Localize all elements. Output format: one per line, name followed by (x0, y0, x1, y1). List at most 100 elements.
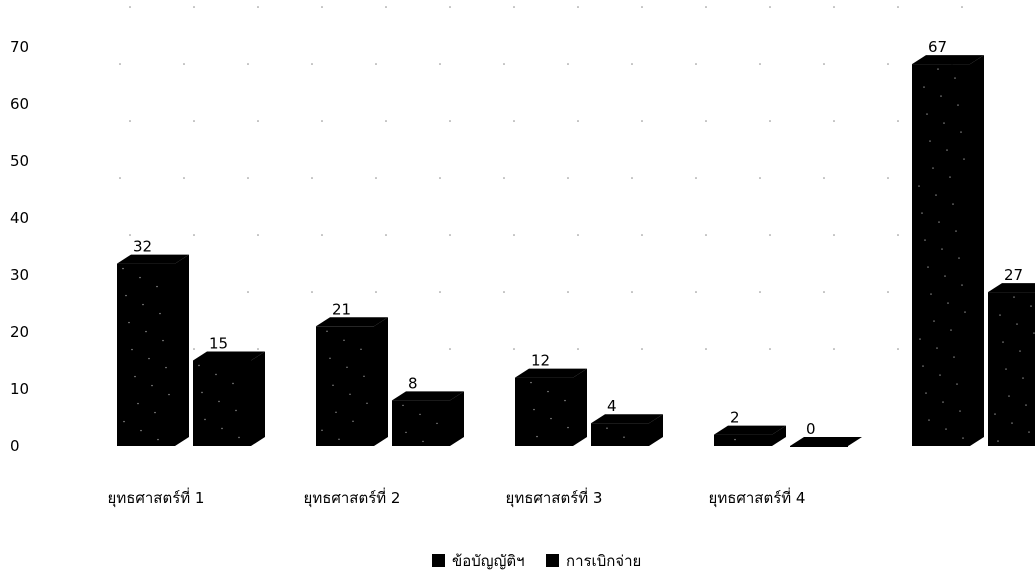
bar-texture-dot (338, 438, 340, 440)
bar-texture-dot (1025, 404, 1027, 406)
bar-texture-dot (1033, 332, 1035, 334)
bar-top-s1-c3 (515, 368, 587, 378)
bar-texture-dot (999, 314, 1001, 316)
bar-texture-dot (131, 348, 133, 351)
grid-dot-1 (193, 348, 195, 350)
x-category-label: ยุทธศาสตร์ที่ 2 (304, 487, 401, 508)
bar-texture-dot (530, 381, 532, 384)
bar-texture-dot (956, 383, 958, 385)
bar-texture-dot (942, 401, 944, 403)
bar-texture-dot (134, 375, 136, 378)
bar-texture-dot (919, 338, 921, 340)
grid-dot-34 (513, 234, 515, 236)
bar-top-s1-c2 (316, 317, 388, 327)
bar-top-s2-c2 (392, 391, 464, 401)
bar-texture-dot (950, 329, 952, 331)
grid-dot-65 (705, 120, 707, 122)
grid-dot-92 (641, 6, 643, 8)
bar-texture-dot (567, 426, 569, 429)
bar-texture-dot (349, 393, 351, 395)
grid-dot-9 (705, 348, 707, 350)
bar-texture-dot (958, 257, 960, 259)
grid-dot-63 (577, 120, 579, 122)
bar-texture-dot (940, 95, 942, 97)
bar-texture-dot (932, 167, 934, 169)
bar-texture-dot (204, 418, 206, 421)
bar-texture-dot (215, 373, 217, 376)
grid-dot-43 (183, 177, 185, 179)
bar-texture-dot (533, 408, 535, 411)
grid-dot-93 (705, 6, 707, 8)
bar-side-s1-c3 (573, 368, 587, 446)
bar-texture-dot (922, 365, 924, 367)
bar-top-s1-c1 (117, 254, 189, 264)
grid-dot-19 (439, 291, 441, 293)
bar-texture-dot (1002, 341, 1004, 343)
bar-texture-dot (156, 285, 158, 288)
bar-texture-dot (937, 68, 939, 70)
grid-dot-79 (695, 63, 697, 65)
grid-dot-10 (769, 348, 771, 350)
bar-texture-dot (139, 276, 141, 279)
grid-dot-85 (193, 6, 195, 8)
y-tick-label: 10 (10, 380, 29, 398)
x-category-label: ยุทธศาสตร์ที่ 4 (709, 487, 806, 508)
bar-texture-dot (994, 413, 996, 415)
grid-dot-54 (887, 177, 889, 179)
bar-texture-dot (218, 400, 220, 403)
grid-dot-81 (823, 63, 825, 65)
bar-texture-dot (924, 239, 926, 241)
bar-texture-dot (944, 275, 946, 277)
bar-texture-dot (422, 440, 424, 443)
bar-side-s2-c2 (450, 391, 464, 446)
bar-texture-dot (959, 410, 961, 412)
grid-dot-77 (567, 63, 569, 65)
grid-dot-89 (449, 6, 451, 8)
bar-texture-dot (960, 131, 962, 133)
grid-dot-36 (641, 234, 643, 236)
bar-texture-dot (945, 428, 947, 430)
y-tick-label: 50 (10, 152, 29, 170)
bar-texture-dot (964, 311, 966, 313)
grid-dot-91 (577, 6, 579, 8)
grid-dot-88 (385, 6, 387, 8)
bar-texture-dot (927, 266, 929, 268)
bar-side-s1-c1 (175, 254, 189, 446)
bar-side-s1-c4 (772, 425, 786, 446)
grid-dot-62 (513, 120, 515, 122)
bar-s2-c3 (591, 423, 649, 446)
bar-texture-dot (952, 203, 954, 205)
bar-texture-dot (140, 429, 142, 432)
bar-texture-dot (997, 440, 999, 442)
grid-dot-6 (513, 348, 515, 350)
bar-texture-dot (419, 413, 421, 416)
bar-texture-dot (921, 212, 923, 214)
grid-dot-76 (503, 63, 505, 65)
grid-dot-26 (887, 291, 889, 293)
bar-texture-dot (734, 438, 736, 441)
bar-texture-dot (128, 321, 130, 324)
bar-s2-c4 (790, 446, 848, 447)
grid-dot-90 (513, 6, 515, 8)
bar-texture-dot (363, 375, 365, 377)
grid-dot-75 (439, 63, 441, 65)
bar-texture-dot (142, 303, 144, 306)
bar-texture-dot (1028, 431, 1030, 433)
bar-texture-dot (123, 420, 125, 423)
bar-texture-dot (335, 411, 337, 413)
bar-texture-dot (926, 113, 928, 115)
bar-texture-dot (929, 140, 931, 142)
grid-dot-24 (759, 291, 761, 293)
grid-dot-70 (119, 63, 121, 65)
bar-texture-dot (405, 431, 407, 434)
grid-dot-67 (833, 120, 835, 122)
bar-texture-dot (1019, 350, 1021, 352)
grid-dot-82 (887, 63, 889, 65)
grid-dot-8 (641, 348, 643, 350)
grid-dot-37 (705, 234, 707, 236)
y-tick-label: 40 (10, 209, 29, 227)
grid-dot-50 (631, 177, 633, 179)
data-label: 21 (332, 300, 351, 318)
bar-texture-dot (961, 284, 963, 286)
bar-texture-dot (923, 86, 925, 88)
